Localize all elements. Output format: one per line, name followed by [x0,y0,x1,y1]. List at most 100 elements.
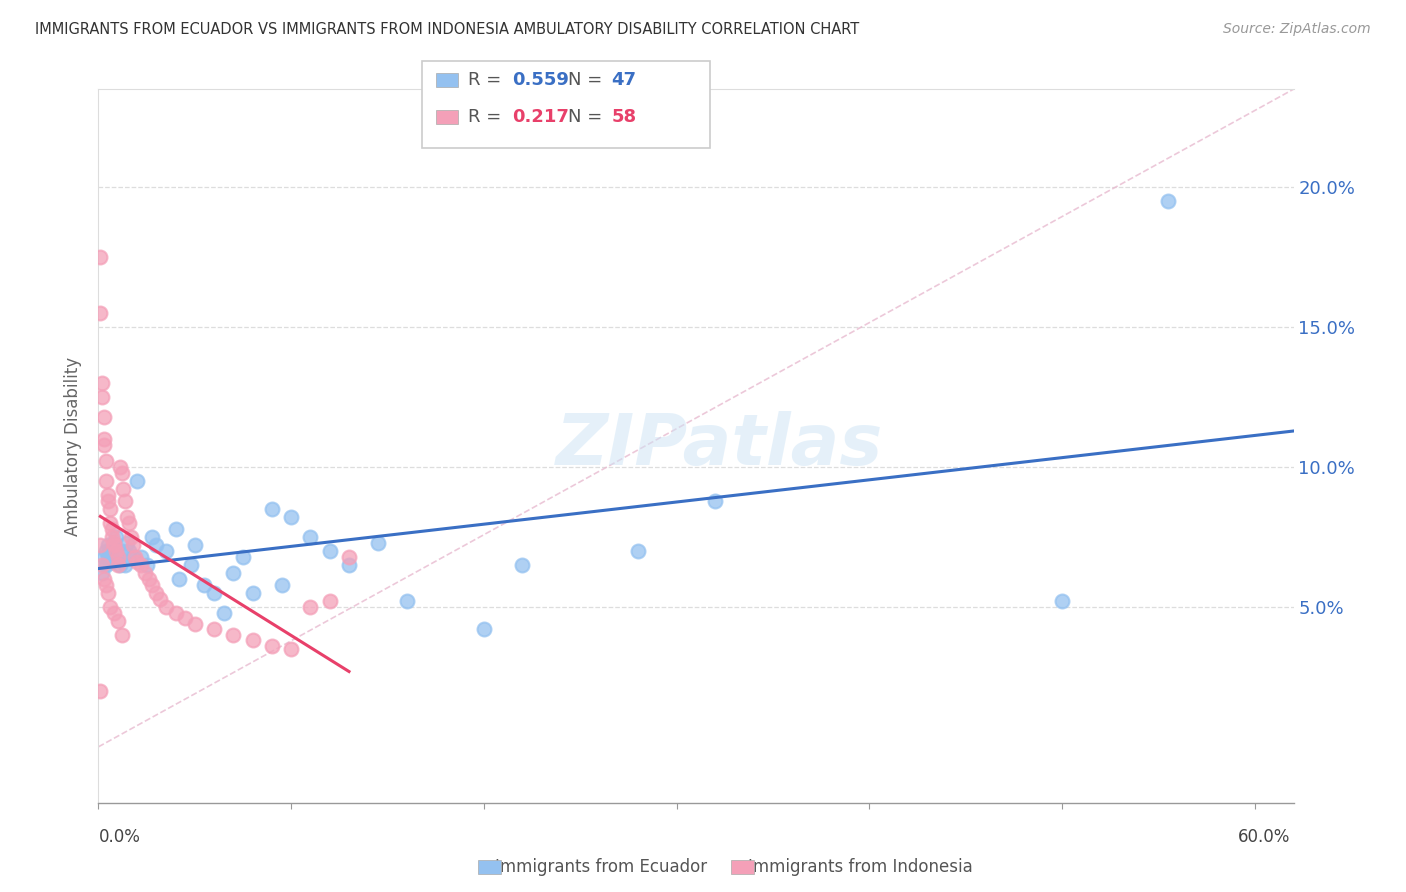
Text: Immigrants from Ecuador: Immigrants from Ecuador [495,858,707,876]
Text: 0.559: 0.559 [512,71,568,89]
Text: 0.217: 0.217 [512,108,568,126]
Point [627,544,650,558]
Point [91,376,114,390]
Point [89,538,111,552]
Point [138,572,160,586]
Point [93,409,115,424]
Point [108,460,131,475]
Point [97,586,120,600]
Point [165,606,187,620]
Point [193,577,215,591]
Point [97,538,120,552]
Point [122,538,145,552]
Text: 60.0%: 60.0% [1239,828,1291,846]
Point [103,538,125,552]
Point [101,530,124,544]
Point [107,614,129,628]
Point [89,250,111,264]
Point [94,474,117,488]
Point [472,622,495,636]
Point [110,628,132,642]
Text: 0.0%: 0.0% [98,828,141,846]
Point [101,555,124,569]
Point [212,606,235,620]
Point [319,594,342,608]
Point [104,530,127,544]
Point [117,510,139,524]
Text: 47: 47 [612,71,637,89]
Point [110,466,132,480]
Point [112,483,135,497]
Text: Source: ZipAtlas.com: Source: ZipAtlas.com [1223,22,1371,37]
Point [94,544,117,558]
Point [114,493,136,508]
Point [103,606,125,620]
Point [94,577,117,591]
Point [94,454,117,468]
Point [367,535,389,549]
Point [149,591,172,606]
Point [114,558,136,572]
Point [120,530,142,544]
Point [107,549,129,564]
Point [125,555,148,569]
Point [169,572,191,586]
Y-axis label: Ambulatory Disability: Ambulatory Disability [65,357,83,535]
Point [93,437,115,451]
Point [118,516,141,530]
Point [395,594,418,608]
Point [122,549,145,564]
Point [280,641,302,656]
Point [107,549,129,564]
Point [93,572,115,586]
Point [89,306,111,320]
Point [704,493,727,508]
Point [134,566,156,581]
Point [94,558,117,572]
Text: IMMIGRANTS FROM ECUADOR VS IMMIGRANTS FROM INDONESIA AMBULATORY DISABILITY CORRE: IMMIGRANTS FROM ECUADOR VS IMMIGRANTS FR… [35,22,859,37]
Point [337,558,360,572]
Point [110,544,132,558]
Point [103,538,125,552]
Text: N =: N = [568,71,607,89]
Point [337,549,360,564]
Point [180,558,202,572]
Point [89,684,111,698]
Point [174,611,197,625]
Point [117,535,139,549]
Point [91,566,114,581]
Point [135,558,157,572]
Point [145,586,167,600]
Point [242,633,264,648]
Point [91,390,114,404]
Point [280,510,302,524]
Point [319,544,342,558]
Point [222,628,245,642]
Point [104,544,127,558]
Point [165,522,187,536]
Point [260,502,283,516]
Point [118,544,141,558]
Point [299,530,322,544]
Point [97,549,120,564]
Point [202,622,225,636]
Point [108,558,131,572]
Point [98,516,121,530]
Point [141,577,163,591]
Point [222,566,245,581]
Point [98,502,121,516]
Point [93,549,115,564]
Point [145,538,167,552]
Point [141,530,163,544]
Point [107,558,129,572]
Point [124,549,146,564]
Point [125,474,148,488]
Point [93,432,115,446]
Point [260,639,283,653]
Point [155,544,177,558]
Point [184,616,207,631]
Point [98,544,121,558]
Point [103,535,125,549]
Point [202,586,225,600]
Point [242,586,264,600]
